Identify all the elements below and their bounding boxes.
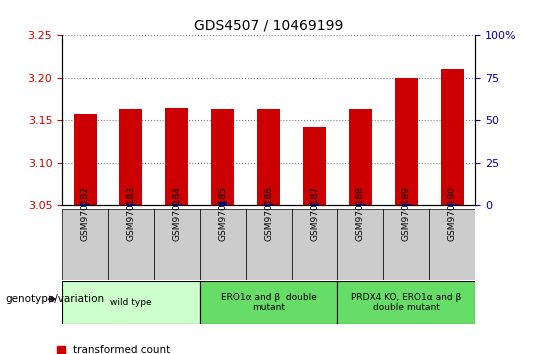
Bar bbox=[200, 281, 338, 324]
Text: GSM970190: GSM970190 bbox=[448, 186, 457, 241]
Bar bbox=[126, 204, 136, 205]
Bar bbox=[429, 209, 475, 280]
Bar bbox=[119, 109, 143, 205]
Bar bbox=[383, 209, 429, 280]
Bar bbox=[395, 78, 418, 205]
Bar bbox=[292, 209, 338, 280]
Legend: transformed count, percentile rank within the sample: transformed count, percentile rank withi… bbox=[57, 345, 249, 354]
Bar bbox=[448, 204, 457, 205]
Bar bbox=[402, 204, 411, 205]
Text: wild type: wild type bbox=[110, 298, 152, 307]
Bar bbox=[80, 204, 90, 205]
Bar bbox=[349, 109, 372, 205]
Bar bbox=[338, 281, 475, 324]
Bar bbox=[211, 109, 234, 205]
Bar bbox=[200, 209, 246, 280]
Bar bbox=[154, 209, 200, 280]
Bar bbox=[338, 209, 383, 280]
Bar bbox=[62, 209, 108, 280]
Text: ERO1α and β  double
mutant: ERO1α and β double mutant bbox=[221, 293, 316, 312]
Bar bbox=[165, 108, 188, 205]
Bar bbox=[310, 204, 319, 205]
Bar bbox=[264, 204, 273, 205]
Text: GSM970187: GSM970187 bbox=[310, 186, 319, 241]
Bar bbox=[257, 109, 280, 205]
Bar bbox=[172, 204, 181, 205]
Text: GSM970186: GSM970186 bbox=[264, 186, 273, 241]
Bar bbox=[62, 281, 200, 324]
Bar bbox=[73, 114, 97, 205]
Text: GSM970188: GSM970188 bbox=[356, 186, 365, 241]
Bar bbox=[441, 69, 464, 205]
Bar bbox=[356, 204, 365, 205]
Text: GSM970184: GSM970184 bbox=[172, 186, 181, 241]
Text: PRDX4 KO, ERO1α and β
double mutant: PRDX4 KO, ERO1α and β double mutant bbox=[351, 293, 462, 312]
Bar bbox=[108, 209, 154, 280]
Title: GDS4507 / 10469199: GDS4507 / 10469199 bbox=[194, 19, 343, 33]
Bar bbox=[303, 127, 326, 205]
Text: GSM970185: GSM970185 bbox=[218, 186, 227, 241]
Text: genotype/variation: genotype/variation bbox=[5, 294, 105, 304]
Text: GSM970183: GSM970183 bbox=[126, 186, 136, 241]
Text: GSM970182: GSM970182 bbox=[80, 186, 90, 241]
Bar bbox=[218, 202, 227, 205]
Bar bbox=[246, 209, 292, 280]
Text: GSM970189: GSM970189 bbox=[402, 186, 411, 241]
